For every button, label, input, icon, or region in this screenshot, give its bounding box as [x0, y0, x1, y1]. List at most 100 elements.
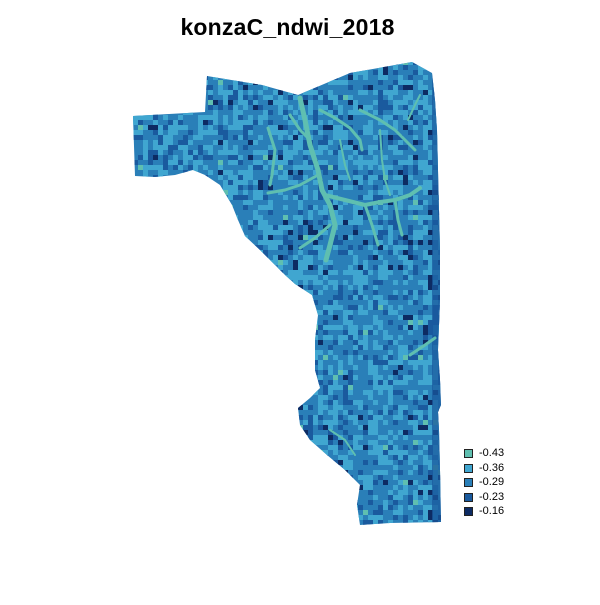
raster-cell: [228, 185, 233, 190]
raster-cell: [238, 465, 243, 470]
raster-cell: [293, 110, 298, 115]
raster-cell: [353, 440, 358, 445]
raster-cell: [403, 115, 408, 120]
raster-cell: [173, 500, 178, 505]
raster-cell: [268, 205, 273, 210]
raster-cell: [283, 75, 288, 80]
raster-cell: [308, 205, 313, 210]
raster-cell: [348, 235, 353, 240]
raster-cell: [408, 330, 413, 335]
raster-cell: [343, 235, 348, 240]
raster-cell: [228, 440, 233, 445]
raster-cell: [348, 305, 353, 310]
raster-cell: [258, 485, 263, 490]
raster-cell: [363, 90, 368, 95]
raster-cell: [243, 445, 248, 450]
raster-cell: [218, 355, 223, 360]
raster-cell: [353, 110, 358, 115]
raster-cell: [283, 405, 288, 410]
raster-cell: [143, 275, 148, 280]
raster-cell: [238, 395, 243, 400]
raster-cell: [198, 525, 203, 530]
raster-cell: [143, 85, 148, 90]
raster-cell: [273, 245, 278, 250]
raster-cell: [308, 110, 313, 115]
raster-cell: [133, 525, 138, 530]
raster-cell: [258, 410, 263, 415]
raster-cell: [193, 150, 198, 155]
raster-cell: [158, 245, 163, 250]
raster-cell: [128, 135, 133, 140]
raster-cell: [278, 335, 283, 340]
raster-cell: [218, 200, 223, 205]
raster-cell: [313, 515, 318, 520]
raster-cell: [418, 240, 423, 245]
raster-cell: [173, 145, 178, 150]
raster-cell: [358, 470, 363, 475]
raster-cell: [368, 305, 373, 310]
raster-cell: [158, 125, 163, 130]
raster-cell: [173, 490, 178, 495]
raster-cell: [368, 245, 373, 250]
raster-cell: [423, 250, 428, 255]
raster-cell: [128, 325, 133, 330]
raster-cell: [233, 315, 238, 320]
raster-cell: [228, 170, 233, 175]
raster-cell: [413, 55, 418, 60]
raster-cell: [443, 400, 448, 405]
raster-cell: [363, 125, 368, 130]
raster-cell: [263, 405, 268, 410]
raster-cell: [328, 400, 333, 405]
raster-cell: [438, 70, 441, 75]
raster-cell: [193, 490, 198, 495]
raster-cell: [208, 130, 213, 135]
raster-cell: [313, 205, 318, 210]
raster-cell: [258, 160, 263, 165]
raster-cell: [358, 515, 363, 520]
raster-cell: [148, 165, 153, 170]
raster-cell: [188, 305, 193, 310]
raster-cell: [183, 405, 188, 410]
raster-cell: [368, 365, 373, 370]
raster-cell: [283, 455, 288, 460]
raster-cell: [278, 430, 283, 435]
raster-cell: [378, 190, 383, 195]
raster-cell: [393, 510, 398, 515]
raster-cell: [223, 280, 228, 285]
raster-cell: [433, 70, 438, 75]
raster-cell: [208, 460, 213, 465]
raster-cell: [428, 150, 433, 155]
raster-cell: [178, 350, 183, 355]
raster-cell: [353, 220, 358, 225]
raster-cell: [298, 320, 303, 325]
raster-cell: [338, 485, 343, 490]
raster-cell: [398, 255, 403, 260]
raster-cell: [263, 65, 268, 70]
raster-cell: [358, 435, 363, 440]
raster-cell: [143, 410, 148, 415]
raster-cell: [223, 325, 228, 330]
raster-cell: [218, 465, 223, 470]
raster-cell: [333, 435, 338, 440]
raster-cell: [343, 475, 348, 480]
raster-cell: [213, 255, 218, 260]
raster-cell: [323, 505, 328, 510]
raster-cell: [188, 385, 193, 390]
raster-cell: [163, 240, 168, 245]
raster-cell: [218, 65, 223, 70]
raster-cell: [328, 100, 333, 105]
raster-cell: [438, 120, 441, 125]
raster-cell: [168, 515, 173, 520]
raster-cell: [223, 185, 228, 190]
raster-cell: [393, 435, 398, 440]
raster-cell: [328, 370, 333, 375]
raster-cell: [213, 265, 218, 270]
raster-cell: [273, 90, 278, 95]
raster-cell: [233, 75, 238, 80]
raster-cell: [163, 395, 168, 400]
raster-cell: [233, 155, 238, 160]
raster-cell: [233, 225, 238, 230]
raster-cell: [248, 75, 253, 80]
raster-cell: [198, 185, 203, 190]
raster-cell: [228, 470, 233, 475]
